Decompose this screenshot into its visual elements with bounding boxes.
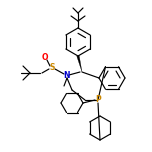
Text: O: O bbox=[42, 54, 48, 62]
Polygon shape bbox=[77, 56, 82, 72]
Text: S: S bbox=[49, 64, 55, 73]
Text: P: P bbox=[95, 95, 101, 105]
Text: N: N bbox=[64, 71, 70, 79]
